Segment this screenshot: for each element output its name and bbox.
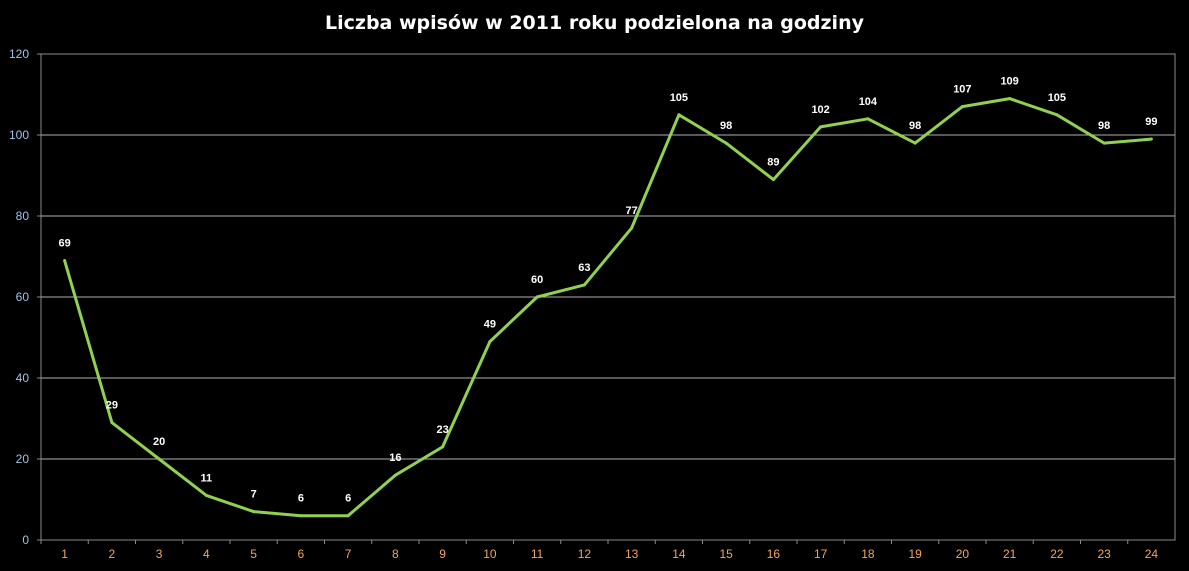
data-point bbox=[724, 141, 728, 145]
x-tick-label: 11 bbox=[531, 547, 544, 561]
series-line bbox=[63, 97, 1152, 518]
data-point bbox=[393, 473, 397, 477]
data-point bbox=[771, 178, 775, 182]
x-tick-label: 15 bbox=[719, 547, 733, 561]
data-point bbox=[63, 259, 67, 263]
data-point bbox=[1055, 113, 1059, 117]
x-tick-label: 9 bbox=[439, 547, 446, 561]
data-label: 105 bbox=[1048, 92, 1066, 104]
x-tick-label: 1 bbox=[61, 547, 68, 561]
data-label: 102 bbox=[811, 104, 829, 116]
data-label: 6 bbox=[298, 493, 304, 505]
x-tick-label: 3 bbox=[156, 547, 163, 561]
x-tick-label: 16 bbox=[767, 547, 781, 561]
x-tick-label: 6 bbox=[298, 547, 305, 561]
x-tick-label: 10 bbox=[483, 547, 497, 561]
data-label: 99 bbox=[1145, 116, 1157, 128]
data-point bbox=[630, 226, 634, 230]
data-label: 107 bbox=[953, 84, 971, 96]
data-point bbox=[960, 105, 964, 109]
y-tick-label: 20 bbox=[16, 452, 30, 466]
x-tick-label: 7 bbox=[345, 547, 352, 561]
data-label: 98 bbox=[909, 120, 921, 132]
data-point bbox=[299, 514, 303, 518]
data-point bbox=[204, 493, 208, 497]
x-tick-label: 17 bbox=[814, 547, 828, 561]
x-tick-label: 18 bbox=[861, 547, 875, 561]
x-tick-label: 19 bbox=[908, 547, 922, 561]
data-point bbox=[582, 283, 586, 287]
data-label: 20 bbox=[153, 436, 165, 448]
data-label: 23 bbox=[437, 424, 449, 436]
data-label: 7 bbox=[251, 489, 257, 501]
data-point bbox=[913, 141, 917, 145]
y-tick-label: 100 bbox=[9, 128, 29, 142]
x-tick-label: 12 bbox=[578, 547, 592, 561]
data-label: 77 bbox=[626, 205, 638, 217]
chart-title: Liczba wpisów w 2011 roku podzielona na … bbox=[325, 12, 864, 34]
x-tick-label: 20 bbox=[956, 547, 970, 561]
y-tick-label: 80 bbox=[16, 209, 30, 223]
data-label: 60 bbox=[531, 274, 543, 286]
x-tick-label: 8 bbox=[392, 547, 399, 561]
data-point bbox=[441, 445, 445, 449]
x-tick-label: 23 bbox=[1097, 547, 1111, 561]
data-label: 11 bbox=[201, 472, 213, 484]
data-point bbox=[110, 421, 114, 425]
x-tick-label: 13 bbox=[625, 547, 639, 561]
data-label: 69 bbox=[59, 238, 71, 250]
x-tick-label: 21 bbox=[1003, 547, 1017, 561]
data-point bbox=[866, 117, 870, 121]
data-label: 89 bbox=[767, 157, 779, 169]
x-tick-label: 14 bbox=[672, 547, 686, 561]
data-point bbox=[252, 510, 256, 514]
data-point bbox=[346, 514, 350, 518]
data-label: 49 bbox=[484, 319, 496, 331]
y-tick-label: 120 bbox=[9, 47, 29, 61]
x-tick-label: 2 bbox=[109, 547, 116, 561]
data-point bbox=[1008, 97, 1012, 101]
x-tick-label: 22 bbox=[1050, 547, 1064, 561]
x-tick-label: 4 bbox=[203, 547, 210, 561]
data-label: 104 bbox=[859, 96, 878, 108]
data-label: 16 bbox=[389, 452, 401, 464]
y-tick-label: 0 bbox=[22, 533, 29, 547]
y-tick-label: 60 bbox=[16, 290, 30, 304]
data-label: 6 bbox=[345, 493, 351, 505]
data-point bbox=[488, 340, 492, 344]
data-label: 105 bbox=[670, 92, 688, 104]
data-point bbox=[1102, 141, 1106, 145]
y-tick-label: 40 bbox=[16, 371, 30, 385]
data-point bbox=[819, 125, 823, 129]
data-point bbox=[677, 113, 681, 117]
x-tick-label: 24 bbox=[1145, 547, 1159, 561]
data-label: 98 bbox=[1098, 120, 1110, 132]
data-label: 109 bbox=[1000, 76, 1018, 88]
data-point bbox=[1149, 137, 1153, 141]
x-tick-label: 5 bbox=[250, 547, 257, 561]
data-label: 98 bbox=[720, 120, 732, 132]
data-label: 29 bbox=[106, 400, 118, 412]
data-point bbox=[157, 457, 161, 461]
data-point bbox=[535, 295, 539, 299]
data-label: 63 bbox=[578, 262, 590, 274]
